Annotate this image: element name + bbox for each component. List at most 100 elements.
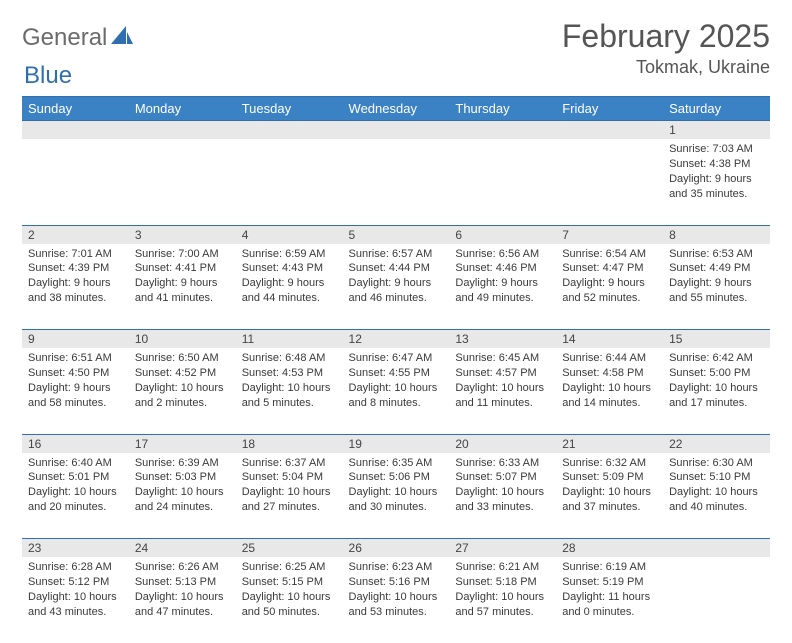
sunrise-text: Sunrise: 6:39 AM bbox=[135, 456, 230, 471]
day-content-row: Sunrise: 6:28 AMSunset: 5:12 PMDaylight:… bbox=[22, 557, 770, 643]
day-number-cell: 16 bbox=[22, 434, 129, 453]
day-details: Sunrise: 6:30 AMSunset: 5:10 PMDaylight:… bbox=[663, 453, 770, 521]
daylight-text: Daylight: 10 hours and 2 minutes. bbox=[135, 381, 230, 411]
weekday-header-row: Sunday Monday Tuesday Wednesday Thursday… bbox=[22, 97, 770, 121]
day-number-cell: 13 bbox=[449, 330, 556, 349]
sunset-text: Sunset: 5:04 PM bbox=[242, 470, 337, 485]
day-details: Sunrise: 6:59 AMSunset: 4:43 PMDaylight:… bbox=[236, 244, 343, 312]
day-content-cell bbox=[343, 139, 450, 225]
day-number-cell bbox=[343, 121, 450, 140]
month-title: February 2025 bbox=[562, 18, 770, 55]
sunset-text: Sunset: 5:07 PM bbox=[455, 470, 550, 485]
day-content-cell: Sunrise: 6:45 AMSunset: 4:57 PMDaylight:… bbox=[449, 348, 556, 434]
sunset-text: Sunset: 4:58 PM bbox=[562, 366, 657, 381]
weekday-header: Wednesday bbox=[343, 97, 450, 121]
day-details: Sunrise: 6:50 AMSunset: 4:52 PMDaylight:… bbox=[129, 348, 236, 416]
day-content-cell: Sunrise: 6:25 AMSunset: 5:15 PMDaylight:… bbox=[236, 557, 343, 643]
sunset-text: Sunset: 4:44 PM bbox=[349, 261, 444, 276]
day-details: Sunrise: 6:26 AMSunset: 5:13 PMDaylight:… bbox=[129, 557, 236, 625]
day-number-cell: 18 bbox=[236, 434, 343, 453]
day-details: Sunrise: 6:57 AMSunset: 4:44 PMDaylight:… bbox=[343, 244, 450, 312]
day-number-cell: 9 bbox=[22, 330, 129, 349]
day-number-cell: 4 bbox=[236, 225, 343, 244]
day-details: Sunrise: 6:37 AMSunset: 5:04 PMDaylight:… bbox=[236, 453, 343, 521]
day-content-cell: Sunrise: 6:35 AMSunset: 5:06 PMDaylight:… bbox=[343, 453, 450, 539]
day-number-cell: 2 bbox=[22, 225, 129, 244]
day-number-cell: 1 bbox=[663, 121, 770, 140]
brand-part2: Blue bbox=[24, 62, 72, 89]
day-content-cell: Sunrise: 6:33 AMSunset: 5:07 PMDaylight:… bbox=[449, 453, 556, 539]
daylight-text: Daylight: 9 hours and 35 minutes. bbox=[669, 172, 764, 202]
day-content-row: Sunrise: 7:03 AMSunset: 4:38 PMDaylight:… bbox=[22, 139, 770, 225]
sunrise-text: Sunrise: 6:54 AM bbox=[562, 247, 657, 262]
sunrise-text: Sunrise: 6:56 AM bbox=[455, 247, 550, 262]
sunrise-text: Sunrise: 6:51 AM bbox=[28, 351, 123, 366]
day-content-cell: Sunrise: 6:23 AMSunset: 5:16 PMDaylight:… bbox=[343, 557, 450, 643]
daylight-text: Daylight: 11 hours and 0 minutes. bbox=[562, 590, 657, 620]
day-content-cell: Sunrise: 6:56 AMSunset: 4:46 PMDaylight:… bbox=[449, 244, 556, 330]
sunrise-text: Sunrise: 7:01 AM bbox=[28, 247, 123, 262]
day-details: Sunrise: 6:45 AMSunset: 4:57 PMDaylight:… bbox=[449, 348, 556, 416]
day-number-cell: 21 bbox=[556, 434, 663, 453]
weekday-header: Saturday bbox=[663, 97, 770, 121]
day-number-cell: 27 bbox=[449, 539, 556, 558]
sunrise-text: Sunrise: 6:21 AM bbox=[455, 560, 550, 575]
sunset-text: Sunset: 5:09 PM bbox=[562, 470, 657, 485]
sunset-text: Sunset: 4:47 PM bbox=[562, 261, 657, 276]
daylight-text: Daylight: 9 hours and 55 minutes. bbox=[669, 276, 764, 306]
day-details: Sunrise: 6:23 AMSunset: 5:16 PMDaylight:… bbox=[343, 557, 450, 625]
day-content-cell: Sunrise: 6:47 AMSunset: 4:55 PMDaylight:… bbox=[343, 348, 450, 434]
sunset-text: Sunset: 4:50 PM bbox=[28, 366, 123, 381]
day-number-cell bbox=[449, 121, 556, 140]
day-details: Sunrise: 6:21 AMSunset: 5:18 PMDaylight:… bbox=[449, 557, 556, 625]
daylight-text: Daylight: 10 hours and 53 minutes. bbox=[349, 590, 444, 620]
title-block: February 2025 Tokmak, Ukraine bbox=[562, 18, 770, 78]
sunset-text: Sunset: 4:41 PM bbox=[135, 261, 230, 276]
day-number-cell: 15 bbox=[663, 330, 770, 349]
daylight-text: Daylight: 10 hours and 11 minutes. bbox=[455, 381, 550, 411]
day-details: Sunrise: 6:42 AMSunset: 5:00 PMDaylight:… bbox=[663, 348, 770, 416]
daylight-text: Daylight: 10 hours and 20 minutes. bbox=[28, 485, 123, 515]
sunset-text: Sunset: 5:15 PM bbox=[242, 575, 337, 590]
daylight-text: Daylight: 10 hours and 50 minutes. bbox=[242, 590, 337, 620]
day-content-cell: Sunrise: 6:50 AMSunset: 4:52 PMDaylight:… bbox=[129, 348, 236, 434]
day-number-cell bbox=[129, 121, 236, 140]
day-number-cell: 3 bbox=[129, 225, 236, 244]
day-number-cell: 20 bbox=[449, 434, 556, 453]
day-details: Sunrise: 6:33 AMSunset: 5:07 PMDaylight:… bbox=[449, 453, 556, 521]
sunset-text: Sunset: 5:12 PM bbox=[28, 575, 123, 590]
sunrise-text: Sunrise: 6:59 AM bbox=[242, 247, 337, 262]
weekday-header: Sunday bbox=[22, 97, 129, 121]
day-details: Sunrise: 6:32 AMSunset: 5:09 PMDaylight:… bbox=[556, 453, 663, 521]
sunset-text: Sunset: 4:52 PM bbox=[135, 366, 230, 381]
day-content-cell: Sunrise: 6:53 AMSunset: 4:49 PMDaylight:… bbox=[663, 244, 770, 330]
day-number-cell: 22 bbox=[663, 434, 770, 453]
sunrise-text: Sunrise: 6:33 AM bbox=[455, 456, 550, 471]
day-content-cell bbox=[22, 139, 129, 225]
day-content-cell bbox=[663, 557, 770, 643]
day-number-cell: 26 bbox=[343, 539, 450, 558]
sunrise-text: Sunrise: 6:42 AM bbox=[669, 351, 764, 366]
daylight-text: Daylight: 9 hours and 44 minutes. bbox=[242, 276, 337, 306]
day-details: Sunrise: 6:56 AMSunset: 4:46 PMDaylight:… bbox=[449, 244, 556, 312]
daylight-text: Daylight: 10 hours and 8 minutes. bbox=[349, 381, 444, 411]
day-details: Sunrise: 7:03 AMSunset: 4:38 PMDaylight:… bbox=[663, 139, 770, 207]
day-details: Sunrise: 6:51 AMSunset: 4:50 PMDaylight:… bbox=[22, 348, 129, 416]
sunrise-text: Sunrise: 6:53 AM bbox=[669, 247, 764, 262]
day-content-cell bbox=[556, 139, 663, 225]
day-content-cell: Sunrise: 6:44 AMSunset: 4:58 PMDaylight:… bbox=[556, 348, 663, 434]
sunrise-text: Sunrise: 6:26 AM bbox=[135, 560, 230, 575]
daynum-row: 232425262728 bbox=[22, 539, 770, 558]
sunset-text: Sunset: 4:53 PM bbox=[242, 366, 337, 381]
day-content-cell: Sunrise: 6:57 AMSunset: 4:44 PMDaylight:… bbox=[343, 244, 450, 330]
day-number-cell: 6 bbox=[449, 225, 556, 244]
day-number-cell: 14 bbox=[556, 330, 663, 349]
day-details: Sunrise: 6:35 AMSunset: 5:06 PMDaylight:… bbox=[343, 453, 450, 521]
day-number-cell: 7 bbox=[556, 225, 663, 244]
day-details: Sunrise: 6:48 AMSunset: 4:53 PMDaylight:… bbox=[236, 348, 343, 416]
weekday-header: Friday bbox=[556, 97, 663, 121]
day-details: Sunrise: 6:54 AMSunset: 4:47 PMDaylight:… bbox=[556, 244, 663, 312]
day-number-cell: 10 bbox=[129, 330, 236, 349]
weekday-header: Monday bbox=[129, 97, 236, 121]
day-content-cell bbox=[129, 139, 236, 225]
